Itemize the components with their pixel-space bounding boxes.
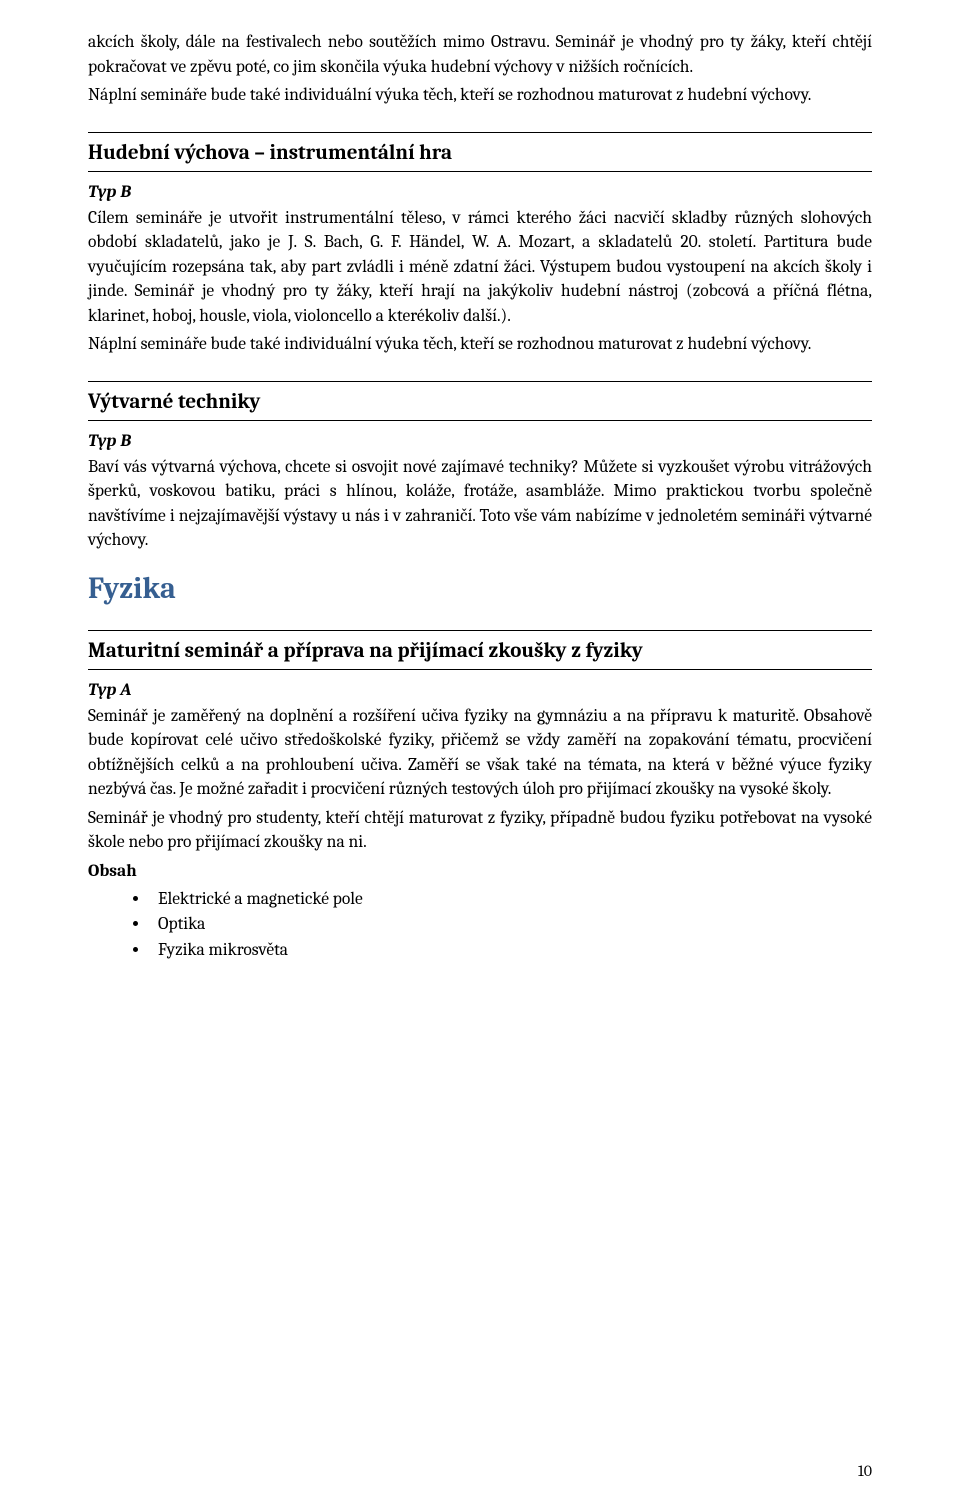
section-divider xyxy=(88,420,872,421)
main-heading-fyzika: Fyzika xyxy=(88,571,872,606)
section1-paragraph-2: Náplní semináře bude také individuální v… xyxy=(88,332,872,357)
obsah-label: Obsah xyxy=(88,859,872,884)
intro-paragraph-1: akcích školy, dále na festivalech nebo s… xyxy=(88,30,872,79)
section-divider xyxy=(88,381,872,382)
section-title-hudebni: Hudební výchova – instrumentální hra xyxy=(88,141,872,165)
list-item: Elektrické a magnetické pole xyxy=(150,887,872,912)
section-title-maturitni: Maturitní seminář a příprava na přijímac… xyxy=(88,639,872,663)
section1-paragraph-1: Cílem semináře je utvořit instrumentální… xyxy=(88,206,872,329)
section-divider xyxy=(88,669,872,670)
section-divider xyxy=(88,171,872,172)
obsah-bullet-list: Elektrické a magnetické pole Optika Fyzi… xyxy=(88,887,872,963)
section-title-vytvarne: Výtvarné techniky xyxy=(88,390,872,414)
section3-paragraph-1: Seminář je zaměřený na doplnění a rozšíř… xyxy=(88,704,872,802)
page-number: 10 xyxy=(858,1462,872,1480)
document-page: akcích školy, dále na festivalech nebo s… xyxy=(0,0,960,1508)
list-item: Fyzika mikrosvěta xyxy=(150,938,872,963)
section-divider xyxy=(88,630,872,631)
typ-label: Typ A xyxy=(88,680,872,700)
list-item: Optika xyxy=(150,912,872,937)
intro-paragraph-2: Náplní semináře bude také individuální v… xyxy=(88,83,872,108)
section3-paragraph-2: Seminář je vhodný pro studenty, kteří ch… xyxy=(88,806,872,855)
section2-paragraph-1: Baví vás výtvarná výchova, chcete si osv… xyxy=(88,455,872,553)
typ-label: Typ B xyxy=(88,431,872,451)
typ-label: Typ B xyxy=(88,182,872,202)
section-divider xyxy=(88,132,872,133)
